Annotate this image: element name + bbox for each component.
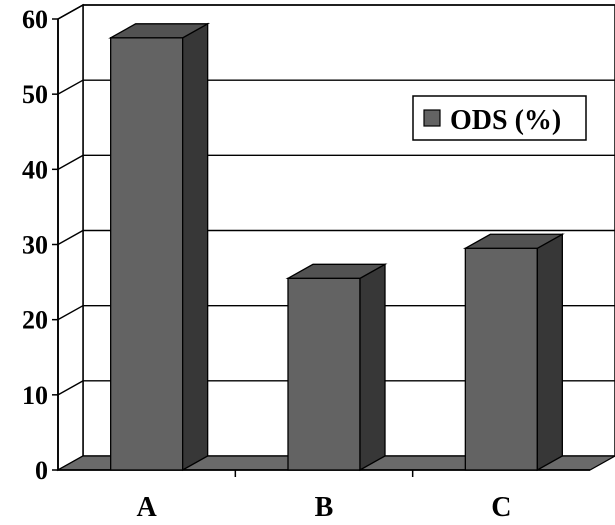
legend-label: ODS (%) <box>450 105 561 136</box>
y-tick-label: 20 <box>22 306 48 335</box>
x-tick-label-B: B <box>315 492 334 523</box>
gridline <box>57 229 615 246</box>
y-tick-label: 30 <box>22 231 48 260</box>
gridline <box>57 154 615 170</box>
gridline <box>57 380 615 396</box>
gridlines <box>57 4 615 396</box>
x-tick-labels: A B C <box>137 492 512 523</box>
bars <box>108 22 565 472</box>
legend-box <box>412 95 587 141</box>
gridline <box>57 4 615 20</box>
x-tick-label-A: A <box>137 492 158 523</box>
y-tick-label: 10 <box>22 381 48 410</box>
legend-swatch <box>423 109 441 127</box>
y-tick-label: 50 <box>22 80 48 109</box>
bar-B <box>287 277 361 471</box>
bar-top-B <box>285 263 388 279</box>
y-tick-label: 60 <box>22 5 48 34</box>
y-tick-labels: 0 10 20 30 40 50 60 <box>22 5 48 485</box>
bar-C <box>464 247 538 471</box>
bar-top-C <box>462 233 565 249</box>
y-tick-label: 0 <box>35 456 48 485</box>
x-tick-label-C: C <box>491 492 511 523</box>
bar-side-B <box>359 263 386 472</box>
bar-A <box>110 37 184 471</box>
gridline <box>57 79 615 95</box>
bar-side-C <box>536 233 563 472</box>
legend: ODS (%) <box>412 95 587 141</box>
bar-side-A <box>182 22 209 472</box>
bar-top-A <box>108 23 211 39</box>
gridline <box>57 304 615 321</box>
y-tick-label: 40 <box>22 155 48 184</box>
